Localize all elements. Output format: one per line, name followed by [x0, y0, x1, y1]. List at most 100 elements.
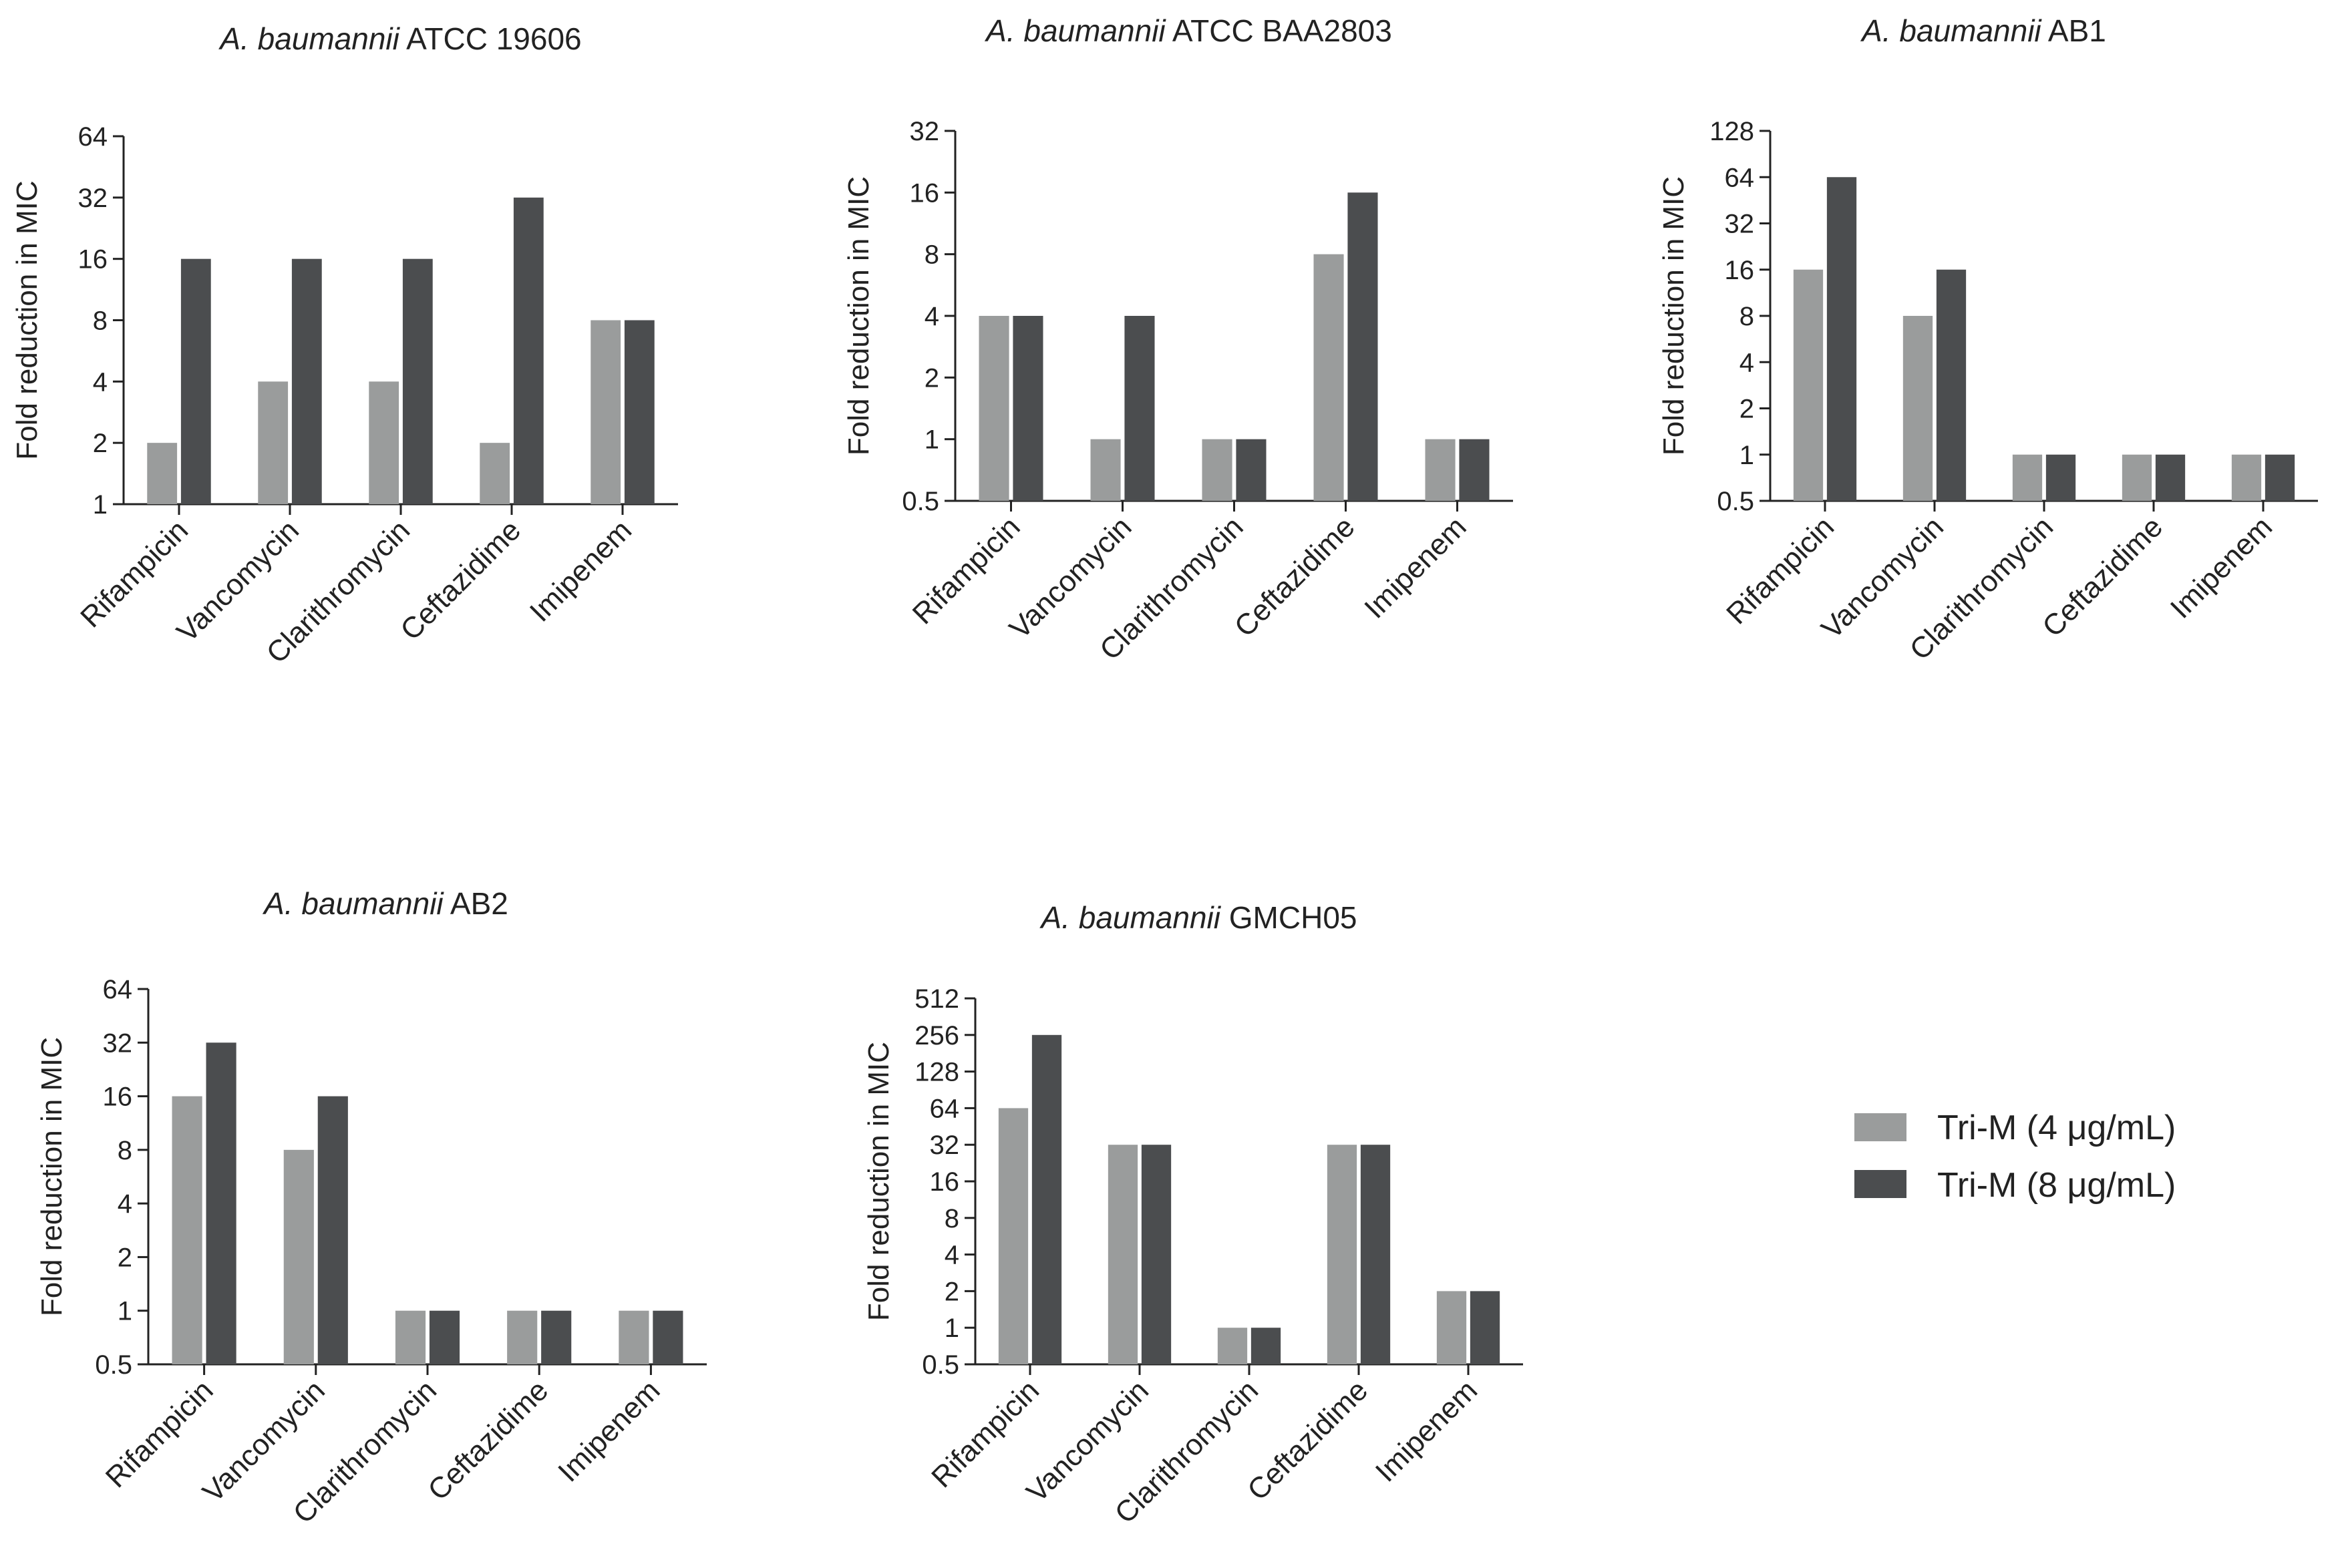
bar-imipenem-series-1	[2231, 454, 2262, 501]
chart-panels: A. baumannii ATCC 19606 Fold reduction in…	[11, 13, 2318, 1530]
bar-rifampicin-series-2	[1826, 177, 1857, 501]
chart-title-rest: GMCH05	[1220, 900, 1357, 935]
x-tick-label-rifampicin: Rifampicin	[74, 514, 194, 634]
bar-imipenem-series-2	[2265, 454, 2295, 501]
bar-clarithromycin-series-2	[1236, 439, 1267, 501]
y-tick-label: 32	[103, 1028, 133, 1058]
bar-imipenem-series-1	[591, 320, 621, 504]
chart-title-italic: A. baumannii	[984, 13, 1166, 48]
bar-rifampicin-series-2	[1013, 316, 1043, 501]
bar-ceftazidime-series-2	[1360, 1145, 1391, 1364]
y-tick-label: 4	[93, 367, 108, 397]
legend-swatch-8ug	[1854, 1170, 1906, 1198]
x-tick-label-rifampicin: Rifampicin	[925, 1374, 1045, 1494]
y-tick-label: 1	[945, 1314, 959, 1343]
y-tick-label: 0.5	[1717, 487, 1754, 516]
bar-ceftazidime-series-1	[480, 443, 510, 504]
y-tick-label: 2	[1739, 395, 1754, 424]
bar-ceftazidime-series-2	[541, 1310, 572, 1364]
y-tick-label: 2	[925, 363, 939, 393]
bar-rifampicin-series-1	[998, 1108, 1029, 1364]
x-tick-label-rifampicin: Rifampicin	[100, 1374, 220, 1494]
chart-title-rest: ATCC 19606	[399, 21, 582, 56]
x-tick-label-imipenem: Imipenem	[2164, 510, 2279, 624]
x-tick-label-imipenem: Imipenem	[552, 1374, 666, 1488]
bar-vancomycin-series-2	[317, 1096, 348, 1364]
bar-clarithromycin-series-1	[395, 1310, 426, 1364]
chart-title: A. baumannii AB2	[262, 886, 508, 921]
y-tick-label: 0.5	[902, 487, 939, 516]
y-tick-label: 64	[78, 122, 108, 152]
bar-rifampicin-series-2	[1031, 1034, 1062, 1364]
y-tick-label: 16	[910, 178, 940, 208]
bar-vancomycin-series-2	[1141, 1145, 1172, 1364]
bar-vancomycin-series-1	[258, 381, 289, 504]
bar-imipenem-series-2	[1470, 1291, 1500, 1364]
y-tick-label: 16	[930, 1167, 960, 1197]
x-tick-label-ceftazidime: Ceftazidime	[1228, 510, 1361, 643]
bar-imipenem-series-1	[619, 1310, 649, 1364]
y-tick-label: 4	[925, 302, 939, 331]
chart-title-italic: A. baumannii	[262, 886, 444, 921]
bar-vancomycin-series-1	[283, 1149, 314, 1364]
bar-ceftazidime-series-1	[1313, 254, 1344, 501]
chart-panel-5: A. baumannii GMCH05 Fold reduction in MIC…	[862, 900, 1523, 1530]
x-tick-label-rifampicin: Rifampicin	[906, 510, 1027, 630]
bar-ceftazidime-series-2	[2155, 454, 2186, 501]
bar-vancomycin-series-1	[1902, 316, 1933, 501]
y-axis-label: Fold reduction in MIC	[11, 180, 43, 459]
bar-clarithromycin-series-2	[429, 1310, 460, 1364]
chart-title-italic: A. baumannii	[1860, 13, 2042, 48]
y-tick-label: 128	[1709, 117, 1754, 146]
chart-title: A. baumannii AB1	[1860, 13, 2106, 48]
y-tick-label: 8	[118, 1136, 132, 1165]
y-tick-label: 16	[78, 245, 108, 274]
y-tick-label: 64	[1725, 163, 1755, 192]
bar-imipenem-series-1	[1436, 1291, 1467, 1364]
chart-panel-3: A. baumannii AB1 Fold reduction in MIC 0.5…	[1657, 13, 2318, 666]
chart-title-rest: ATCC BAA2803	[1166, 13, 1392, 48]
bar-clarithromycin-series-1	[1217, 1328, 1248, 1364]
bar-ceftazidime-series-2	[1347, 192, 1378, 501]
bar-clarithromycin-series-2	[1250, 1328, 1281, 1364]
chart-title: A. baumannii GMCH05	[1039, 900, 1357, 935]
bar-vancomycin-series-2	[291, 258, 322, 504]
bar-imipenem-series-2	[653, 1310, 683, 1364]
y-tick-label: 8	[925, 240, 939, 270]
y-tick-label: 2	[93, 429, 108, 458]
y-tick-label: 128	[914, 1058, 959, 1087]
y-tick-label: 2	[118, 1243, 132, 1272]
chart-title-rest: AB2	[444, 886, 508, 921]
chart-panel-1: A. baumannii ATCC 19606 Fold reduction in…	[11, 21, 678, 670]
y-tick-label: 32	[1725, 210, 1755, 239]
chart-title-italic: A. baumannii	[218, 21, 400, 56]
bar-rifampicin-series-1	[1793, 269, 1824, 501]
y-axis-label: Fold reduction in MIC	[842, 176, 875, 455]
bar-rifampicin-series-1	[172, 1096, 202, 1364]
x-tick-label-imipenem: Imipenem	[524, 514, 638, 628]
y-tick-label: 0.5	[95, 1350, 132, 1380]
y-tick-label: 16	[103, 1083, 133, 1112]
y-axis-label: Fold reduction in MIC	[862, 1042, 895, 1321]
bar-rifampicin-series-2	[180, 258, 211, 504]
y-tick-label: 16	[1725, 256, 1755, 285]
y-tick-label: 32	[910, 117, 940, 146]
y-tick-label: 8	[93, 307, 108, 336]
bar-vancomycin-series-1	[1108, 1145, 1138, 1364]
chart-title: A. baumannii ATCC 19606	[218, 21, 581, 56]
bar-rifampicin-series-2	[206, 1042, 236, 1364]
bar-clarithromycin-series-1	[2012, 454, 2043, 501]
y-tick-label: 0.5	[922, 1350, 959, 1380]
y-tick-label: 8	[945, 1204, 959, 1233]
y-tick-label: 8	[1739, 302, 1754, 331]
y-tick-label: 4	[945, 1241, 959, 1270]
y-tick-label: 64	[930, 1094, 960, 1123]
legend-label-8ug: Tri-M (8 μg/mL)	[1937, 1166, 2176, 1205]
chart-panel-2: A. baumannii ATCC BAA2803 Fold reduction …	[842, 13, 1513, 666]
bar-clarithromycin-series-1	[369, 381, 399, 504]
bar-vancomycin-series-1	[1090, 439, 1121, 501]
bar-imipenem-series-2	[624, 320, 655, 504]
x-tick-label-rifampicin: Rifampicin	[1720, 510, 1840, 630]
y-tick-label: 32	[930, 1131, 960, 1160]
bar-rifampicin-series-1	[979, 316, 1009, 501]
